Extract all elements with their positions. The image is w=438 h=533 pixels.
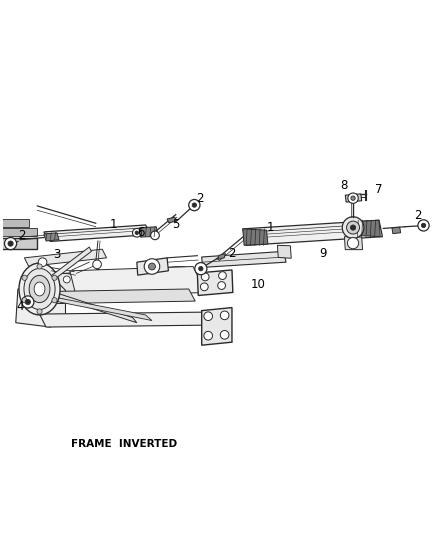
Polygon shape <box>42 247 92 287</box>
Text: 3: 3 <box>53 248 60 261</box>
Polygon shape <box>355 220 380 237</box>
Polygon shape <box>139 227 159 237</box>
Text: 1: 1 <box>110 217 117 231</box>
Circle shape <box>192 203 197 207</box>
Text: 1: 1 <box>267 221 275 234</box>
Polygon shape <box>137 258 168 275</box>
Text: 9: 9 <box>319 247 327 260</box>
Circle shape <box>218 281 226 289</box>
Circle shape <box>204 312 212 320</box>
Circle shape <box>4 238 17 249</box>
Polygon shape <box>344 237 363 249</box>
Polygon shape <box>202 308 232 345</box>
Circle shape <box>22 275 27 280</box>
Polygon shape <box>0 228 37 236</box>
Text: 6: 6 <box>138 227 145 239</box>
Text: 2: 2 <box>228 247 236 260</box>
Ellipse shape <box>34 282 45 296</box>
Polygon shape <box>44 233 59 241</box>
Text: 2: 2 <box>196 192 203 205</box>
Circle shape <box>22 296 34 308</box>
Polygon shape <box>198 270 233 295</box>
Circle shape <box>135 231 138 235</box>
Polygon shape <box>70 266 206 297</box>
Polygon shape <box>35 266 184 295</box>
Circle shape <box>93 260 101 269</box>
Text: 10: 10 <box>251 278 265 291</box>
Circle shape <box>151 231 159 240</box>
Circle shape <box>8 241 13 246</box>
Circle shape <box>220 311 229 320</box>
Polygon shape <box>16 284 66 327</box>
Circle shape <box>144 259 160 274</box>
Circle shape <box>351 196 355 200</box>
Circle shape <box>350 225 356 230</box>
Circle shape <box>37 264 42 269</box>
Text: 8: 8 <box>341 179 348 192</box>
Ellipse shape <box>29 276 50 303</box>
Text: 7: 7 <box>375 183 383 196</box>
Polygon shape <box>243 229 268 245</box>
Circle shape <box>25 300 31 304</box>
Polygon shape <box>0 219 29 227</box>
Polygon shape <box>167 217 177 223</box>
Circle shape <box>133 229 141 237</box>
Polygon shape <box>0 238 37 249</box>
Circle shape <box>52 297 57 303</box>
Circle shape <box>195 263 207 274</box>
Text: 4: 4 <box>16 300 24 313</box>
Polygon shape <box>35 266 215 290</box>
Polygon shape <box>202 252 286 268</box>
Circle shape <box>347 238 359 249</box>
Polygon shape <box>46 289 195 304</box>
Polygon shape <box>25 249 106 266</box>
Circle shape <box>348 193 358 204</box>
Circle shape <box>37 309 42 314</box>
Circle shape <box>64 276 70 283</box>
Circle shape <box>342 217 364 238</box>
Polygon shape <box>277 245 291 259</box>
Circle shape <box>189 199 200 211</box>
Circle shape <box>418 220 429 231</box>
Circle shape <box>201 273 209 281</box>
Text: 5: 5 <box>172 217 180 231</box>
Polygon shape <box>44 225 152 241</box>
Polygon shape <box>39 312 230 327</box>
Circle shape <box>421 223 426 228</box>
Circle shape <box>219 272 226 279</box>
Circle shape <box>22 297 27 303</box>
Text: 2: 2 <box>18 229 26 242</box>
Ellipse shape <box>19 263 60 315</box>
Circle shape <box>346 221 360 234</box>
Circle shape <box>199 266 203 271</box>
Text: 2: 2 <box>414 209 422 222</box>
Circle shape <box>38 258 47 266</box>
Polygon shape <box>53 297 152 320</box>
Circle shape <box>52 275 57 280</box>
Polygon shape <box>243 220 382 245</box>
Polygon shape <box>345 194 362 202</box>
Circle shape <box>220 330 229 339</box>
Circle shape <box>201 283 208 290</box>
Polygon shape <box>48 290 137 322</box>
Circle shape <box>148 263 155 270</box>
Ellipse shape <box>24 269 55 310</box>
Polygon shape <box>218 254 226 260</box>
Polygon shape <box>392 227 401 233</box>
Circle shape <box>204 332 212 340</box>
Text: FRAME  INVERTED: FRAME INVERTED <box>71 439 177 449</box>
